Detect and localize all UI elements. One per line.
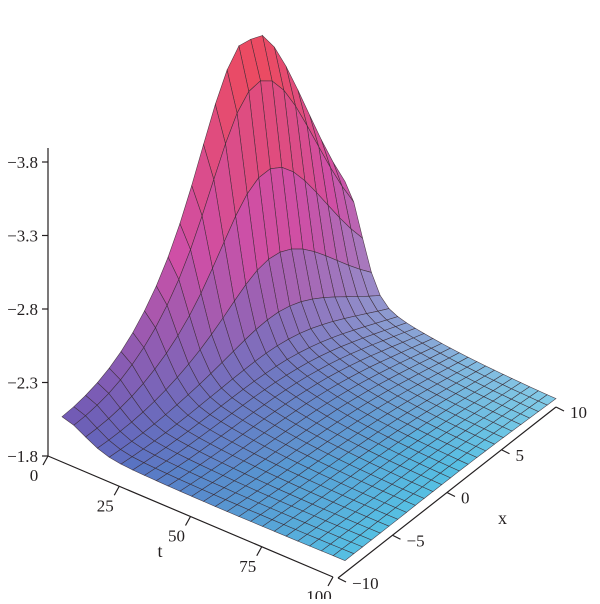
x-tick-label: −10 [352,574,379,593]
x-tick [501,449,510,455]
x-tick-label: −5 [407,531,425,550]
surface-patch [332,548,355,561]
z-tick-label: −3.3 [7,227,38,246]
axes: −3.8−3.3−2.8−2.3−1.80255075100t−10−50510… [7,148,587,604]
x-tick [337,577,347,583]
z-tick-label: −3.8 [7,153,38,172]
surface-mesh [61,34,557,561]
x-tick-label: 0 [461,489,470,508]
x-tick [555,406,565,412]
t-tick-label: 25 [97,496,114,515]
x-tick [446,491,456,498]
x-tick-label: 5 [516,446,525,465]
x-tick [392,534,401,540]
t-tick-label: 0 [30,466,39,485]
t-tick-label: 100 [306,587,332,599]
t-tick-label: 50 [168,527,185,546]
t-tick [184,516,192,526]
t-axis-label: t [157,541,162,561]
z-tick-label: −1.8 [7,447,38,466]
t-tick-label: 75 [239,557,256,576]
x-tick-label: 10 [570,403,587,422]
z-tick-label: −2.3 [7,374,38,393]
t-tick [327,576,334,587]
t-tick [113,485,120,496]
x-axis-label: x [498,508,507,528]
z-tick-label: −2.8 [7,300,38,319]
t-tick [256,546,263,557]
t-tick [42,455,49,466]
